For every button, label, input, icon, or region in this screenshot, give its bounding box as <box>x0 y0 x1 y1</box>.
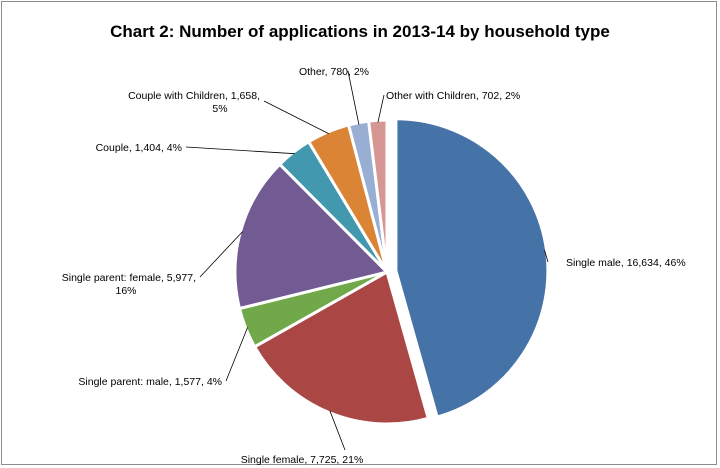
slice-label: Single male, 16,634, 46% <box>566 257 686 269</box>
pie-slice-single-female <box>252 269 431 426</box>
slice-label: Couple with Children, 1,658, <box>128 90 260 102</box>
slice-label: Other, 780, 2% <box>299 66 369 78</box>
slice-label: Other with Children, 702, 2% <box>386 90 520 102</box>
slice-label: Single parent: female, 5,977, <box>62 272 196 284</box>
pie-slice-single-parent-female <box>233 162 390 311</box>
chart-title: Chart 2: Number of applications in 2013-… <box>110 22 610 41</box>
leader-line <box>199 231 243 278</box>
pie-slice-other-with-children <box>366 118 389 273</box>
pie-slice-single-male <box>394 117 550 419</box>
slice-label: 5% <box>212 103 227 115</box>
leader-line <box>185 146 295 155</box>
leader-line <box>263 100 330 135</box>
slice-label: Couple, 1,404, 4% <box>96 142 182 154</box>
slice-label: 16% <box>115 285 136 297</box>
leader-line <box>347 70 360 125</box>
leader-line <box>377 94 385 123</box>
leader-line <box>329 410 346 451</box>
leader-line <box>225 327 248 382</box>
slice-label: Single parent: male, 1,577, 4% <box>78 376 222 388</box>
slice-label: Single female, 7,725, 21% <box>241 454 364 466</box>
leader-line <box>544 250 549 263</box>
